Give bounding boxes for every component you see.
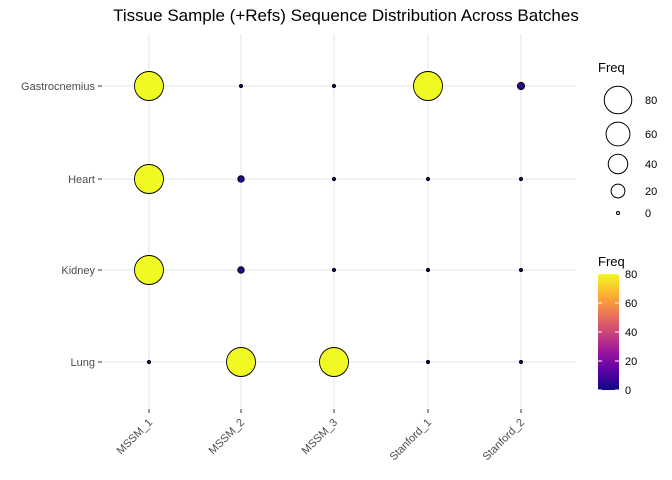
y-tick-label: Gastrocnemius [21, 81, 95, 93]
chart-title: Tissue Sample (+Refs) Sequence Distribut… [113, 6, 579, 25]
data-point [425, 176, 431, 182]
color-legend-label: 40 [625, 327, 637, 339]
x-tick-label: Stanford_1 [388, 417, 435, 464]
size-legend-title: Freq [598, 60, 625, 75]
data-point [226, 347, 256, 377]
data-point [518, 359, 524, 365]
data-point [237, 175, 245, 183]
y-axis: Gastrocnemius Heart Kidney Lung [21, 81, 102, 369]
color-legend-title: Freq [598, 254, 625, 269]
size-legend-key [605, 121, 631, 147]
x-tick-label: MSSM_3 [300, 417, 340, 457]
x-tick-label: MSSM_1 [115, 417, 155, 457]
color-legend-bar [598, 274, 619, 390]
size-legend: Freq 80 60 40 20 0 [598, 60, 657, 220]
data-point [331, 267, 337, 273]
data-point [331, 83, 337, 89]
x-tick-label: MSSM_2 [207, 417, 247, 457]
color-legend: Freq 80 60 40 20 0 [598, 254, 637, 397]
data-point [237, 266, 245, 274]
data-point [518, 176, 524, 182]
x-tick-label: Stanford_2 [481, 417, 528, 464]
data-point [518, 267, 524, 273]
color-legend-label: 60 [625, 298, 637, 310]
size-legend-label: 80 [645, 95, 657, 107]
y-tick-label: Heart [68, 174, 95, 186]
size-legend-key [603, 85, 633, 115]
data-point [134, 71, 164, 101]
color-legend-label: 80 [625, 269, 637, 281]
data-point [331, 176, 337, 182]
color-legend-label: 20 [625, 356, 637, 368]
data-point [425, 359, 431, 365]
data-point [413, 71, 443, 101]
points-layer [134, 71, 526, 377]
size-legend-key [610, 183, 626, 199]
color-legend-label: 0 [625, 385, 631, 397]
y-tick-label: Kidney [61, 265, 95, 277]
data-point [516, 81, 526, 91]
data-point [134, 164, 164, 194]
size-legend-label: 40 [645, 159, 657, 171]
x-axis: MSSM_1 MSSM_2 MSSM_3 Stanford_1 Stanford_2 [115, 409, 527, 463]
size-legend-label: 60 [645, 129, 657, 141]
data-point [146, 359, 152, 365]
size-legend-label: 20 [645, 186, 657, 198]
data-point [319, 347, 349, 377]
size-legend-key [607, 153, 629, 175]
data-point [238, 83, 244, 89]
size-legend-label: 0 [645, 208, 651, 220]
data-point [134, 255, 164, 285]
size-legend-key [615, 210, 621, 216]
data-point [425, 267, 431, 273]
y-tick-label: Lung [71, 357, 95, 369]
